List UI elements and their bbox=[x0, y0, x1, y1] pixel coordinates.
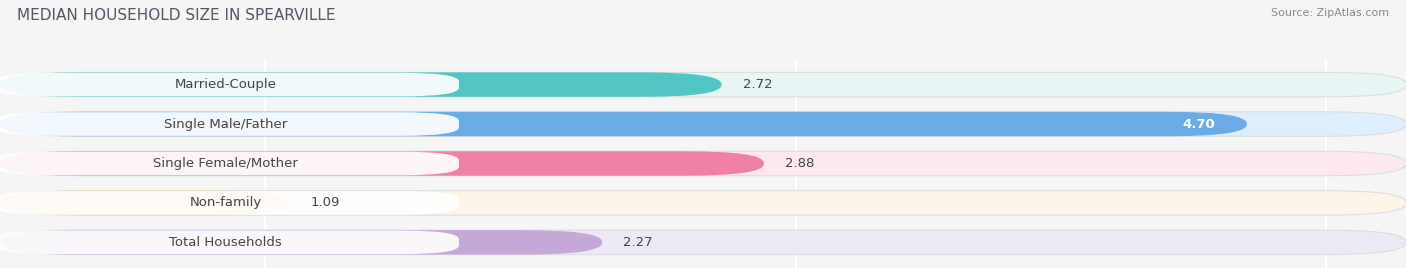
Text: 2.88: 2.88 bbox=[785, 157, 814, 170]
FancyBboxPatch shape bbox=[0, 112, 458, 136]
Text: Non-family: Non-family bbox=[190, 196, 262, 209]
Text: Source: ZipAtlas.com: Source: ZipAtlas.com bbox=[1271, 8, 1389, 18]
Text: MEDIAN HOUSEHOLD SIZE IN SPEARVILLE: MEDIAN HOUSEHOLD SIZE IN SPEARVILLE bbox=[17, 8, 336, 23]
FancyBboxPatch shape bbox=[0, 191, 1406, 215]
FancyBboxPatch shape bbox=[0, 72, 1406, 97]
FancyBboxPatch shape bbox=[0, 230, 602, 255]
FancyBboxPatch shape bbox=[0, 151, 1406, 176]
Text: Total Households: Total Households bbox=[169, 236, 281, 249]
FancyBboxPatch shape bbox=[0, 230, 458, 254]
Text: 2.27: 2.27 bbox=[623, 236, 652, 249]
FancyBboxPatch shape bbox=[0, 230, 1406, 255]
Text: 2.72: 2.72 bbox=[742, 78, 772, 91]
FancyBboxPatch shape bbox=[0, 73, 458, 96]
Text: Married-Couple: Married-Couple bbox=[174, 78, 277, 91]
Text: 4.70: 4.70 bbox=[1182, 118, 1215, 131]
FancyBboxPatch shape bbox=[0, 152, 458, 175]
FancyBboxPatch shape bbox=[0, 72, 721, 97]
FancyBboxPatch shape bbox=[0, 191, 458, 215]
FancyBboxPatch shape bbox=[0, 112, 1247, 136]
Text: 1.09: 1.09 bbox=[311, 196, 340, 209]
Text: Single Female/Mother: Single Female/Mother bbox=[153, 157, 298, 170]
Text: Single Male/Father: Single Male/Father bbox=[165, 118, 287, 131]
FancyBboxPatch shape bbox=[0, 112, 1406, 136]
FancyBboxPatch shape bbox=[0, 151, 763, 176]
FancyBboxPatch shape bbox=[0, 191, 290, 215]
